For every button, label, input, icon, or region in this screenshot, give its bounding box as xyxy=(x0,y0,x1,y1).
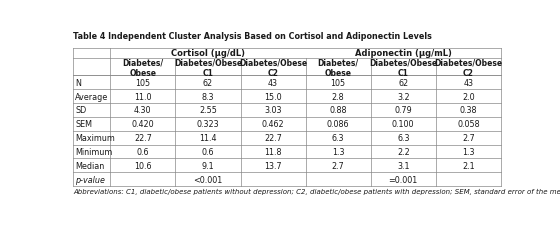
Text: 0.086: 0.086 xyxy=(327,120,349,129)
Text: 62: 62 xyxy=(398,78,408,88)
Text: 2.7: 2.7 xyxy=(462,134,475,142)
Text: 105: 105 xyxy=(136,78,151,88)
Text: 9.1: 9.1 xyxy=(202,161,214,170)
Text: 105: 105 xyxy=(330,78,346,88)
Text: 0.6: 0.6 xyxy=(202,148,214,156)
Text: Abbreviations: C1, diabetic/obese patients without depression; C2, diabetic/obes: Abbreviations: C1, diabetic/obese patien… xyxy=(73,188,560,194)
Text: 2.2: 2.2 xyxy=(397,148,409,156)
Text: 2.55: 2.55 xyxy=(199,106,217,115)
Text: 2.0: 2.0 xyxy=(462,92,475,101)
Text: Diabetes/Obese
C2: Diabetes/Obese C2 xyxy=(435,58,502,77)
Text: Median: Median xyxy=(76,161,105,170)
Text: 6.3: 6.3 xyxy=(332,134,344,142)
Text: Diabetes/
Obese: Diabetes/ Obese xyxy=(318,58,359,77)
Text: 2.7: 2.7 xyxy=(332,161,344,170)
Text: Maximum: Maximum xyxy=(76,134,115,142)
Text: Diabetes/Obese
C1: Diabetes/Obese C1 xyxy=(174,58,242,77)
Text: 2.8: 2.8 xyxy=(332,92,344,101)
Text: 6.3: 6.3 xyxy=(397,134,409,142)
Text: 62: 62 xyxy=(203,78,213,88)
Text: 3.2: 3.2 xyxy=(397,92,409,101)
Text: 4.30: 4.30 xyxy=(134,106,152,115)
Text: 0.420: 0.420 xyxy=(132,120,154,129)
Text: Average: Average xyxy=(76,92,109,101)
Text: N: N xyxy=(76,78,81,88)
Text: 2.1: 2.1 xyxy=(462,161,475,170)
Text: 11.8: 11.8 xyxy=(264,148,282,156)
Text: 0.88: 0.88 xyxy=(329,106,347,115)
Text: 1.3: 1.3 xyxy=(332,148,344,156)
Text: Minimum: Minimum xyxy=(76,148,113,156)
Text: 3.03: 3.03 xyxy=(264,106,282,115)
Text: 0.79: 0.79 xyxy=(394,106,412,115)
Text: Adiponectin (μg/mL): Adiponectin (μg/mL) xyxy=(355,49,452,58)
Text: SD: SD xyxy=(76,106,87,115)
Text: 0.6: 0.6 xyxy=(137,148,149,156)
Text: 13.7: 13.7 xyxy=(264,161,282,170)
Text: 8.3: 8.3 xyxy=(202,92,214,101)
Text: SEM: SEM xyxy=(76,120,92,129)
Bar xyxy=(73,48,501,186)
Text: 43: 43 xyxy=(463,78,473,88)
Text: 0.323: 0.323 xyxy=(197,120,220,129)
Text: <0.001: <0.001 xyxy=(193,175,222,184)
Text: 43: 43 xyxy=(268,78,278,88)
Text: 0.100: 0.100 xyxy=(392,120,414,129)
Text: 11.4: 11.4 xyxy=(199,134,217,142)
Text: p-value: p-value xyxy=(76,175,105,184)
Text: 1.3: 1.3 xyxy=(462,148,475,156)
Text: 0.462: 0.462 xyxy=(262,120,284,129)
Text: 22.7: 22.7 xyxy=(264,134,282,142)
Text: Cortisol (μg/dL): Cortisol (μg/dL) xyxy=(171,49,245,58)
Text: Diabetes/Obese
C1: Diabetes/Obese C1 xyxy=(369,58,437,77)
Text: 3.1: 3.1 xyxy=(397,161,409,170)
Text: Table 4 Independent Cluster Analysis Based on Cortisol and Adiponectin Levels: Table 4 Independent Cluster Analysis Bas… xyxy=(73,32,432,40)
Text: 11.0: 11.0 xyxy=(134,92,152,101)
Text: Diabetes/Obese
C2: Diabetes/Obese C2 xyxy=(239,58,307,77)
Text: 10.6: 10.6 xyxy=(134,161,152,170)
Text: 15.0: 15.0 xyxy=(264,92,282,101)
Text: 22.7: 22.7 xyxy=(134,134,152,142)
Text: =0.001: =0.001 xyxy=(389,175,418,184)
Text: 0.38: 0.38 xyxy=(460,106,477,115)
Text: 0.058: 0.058 xyxy=(457,120,480,129)
Text: Diabetes/
Obese: Diabetes/ Obese xyxy=(122,58,164,77)
